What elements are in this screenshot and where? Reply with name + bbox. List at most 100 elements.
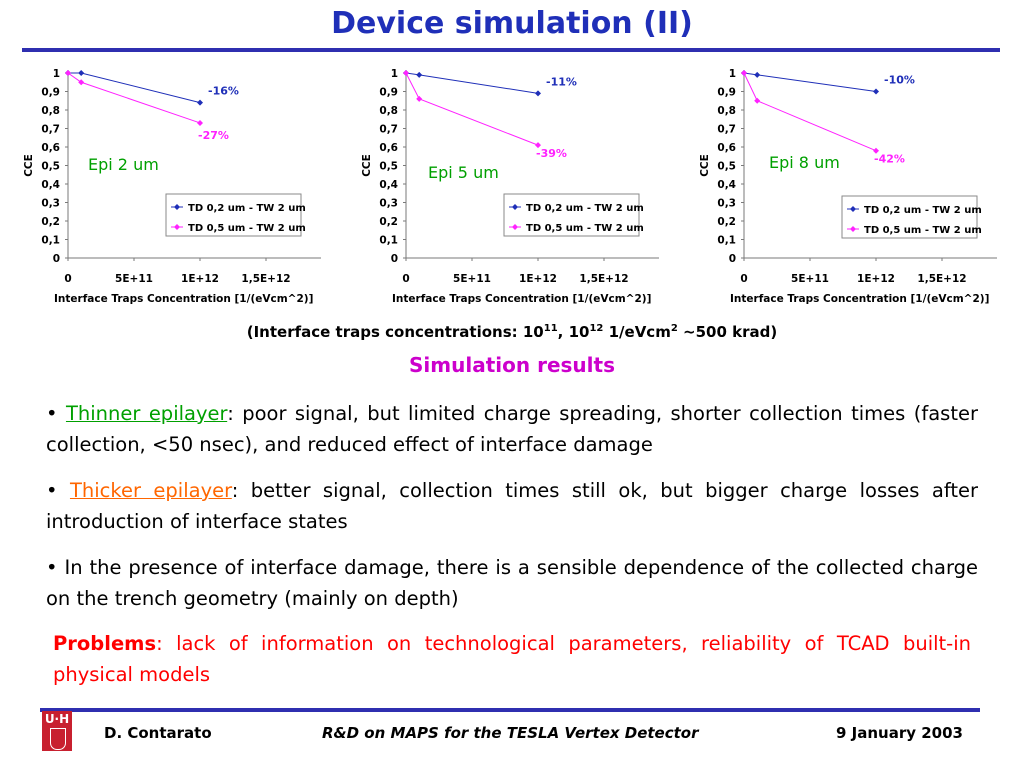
legend-box xyxy=(841,195,978,239)
y-tick-label: 0,9 xyxy=(379,87,398,99)
legend-entry: TD 0,5 um - TW 2 um xyxy=(188,223,306,234)
x-tick-label: 0 xyxy=(64,273,71,285)
legend-entry: TD 0,2 um - TW 2 um xyxy=(526,203,644,214)
x-tick-label: 5E+11 xyxy=(115,273,153,285)
keyword-thinner: Thinner epilayer xyxy=(65,402,228,425)
series-line xyxy=(743,72,877,152)
y-axis-label: CCE xyxy=(699,154,711,177)
y-tick-label: 0 xyxy=(729,253,736,265)
bullet-text: In the presence of interface damage, the… xyxy=(46,556,978,610)
bullet-item: • Thicker epilayer: better signal, colle… xyxy=(46,479,979,533)
problems-label: Problems xyxy=(53,632,157,655)
y-axis-label: CCE xyxy=(361,154,373,177)
legend-swatch-marker xyxy=(174,224,180,230)
y-tick-label: 0,4 xyxy=(41,179,60,191)
epi-annotation: Epi 5 um xyxy=(428,163,499,182)
y-tick-label: 0,5 xyxy=(41,161,60,173)
y-tick-label: 0,6 xyxy=(379,142,398,154)
y-tick-label: 0,8 xyxy=(717,105,736,117)
y-tick-label: 0,7 xyxy=(41,124,60,136)
legend-swatch-marker xyxy=(174,204,180,210)
x-tick-label: 5E+11 xyxy=(453,273,491,285)
data-label: -39% xyxy=(536,147,567,160)
data-point xyxy=(873,88,879,95)
data-point xyxy=(78,70,85,76)
y-tick-label: 0,2 xyxy=(717,216,736,228)
x-tick-label: 5E+11 xyxy=(791,273,829,285)
bullet-text: : better signal, collection times still … xyxy=(46,479,979,533)
y-tick-label: 0,3 xyxy=(41,198,60,210)
university-logo: U·H xyxy=(42,711,72,751)
section-subtitle: Simulation results xyxy=(409,353,615,377)
x-tick-label: 1E+12 xyxy=(519,273,557,285)
y-tick-label: 0,7 xyxy=(717,124,736,136)
x-tick-label: 1,5E+12 xyxy=(579,273,628,285)
data-point xyxy=(535,90,541,97)
series-line xyxy=(405,72,539,146)
data-point xyxy=(416,95,423,102)
y-tick-label: 0,3 xyxy=(379,198,398,210)
data-point xyxy=(78,79,85,86)
data-point xyxy=(754,71,761,78)
series-line xyxy=(743,72,877,92)
legend-box xyxy=(503,193,640,237)
y-tick-label: 0,7 xyxy=(379,124,398,136)
bullet-text: : poor signal, but limited charge spread… xyxy=(46,402,978,456)
x-tick-label: 1E+12 xyxy=(857,273,895,285)
data-point xyxy=(741,70,747,76)
y-axis-label: CCE xyxy=(23,154,35,177)
x-tick-label: 0 xyxy=(402,273,409,285)
y-tick-label: 0,5 xyxy=(379,161,398,173)
logo-text: U·H xyxy=(44,712,70,726)
footer-date: 9 January 2003 xyxy=(836,724,963,742)
y-tick-label: 0,9 xyxy=(717,87,736,99)
y-tick-label: 0,2 xyxy=(379,216,398,228)
x-axis-label: Interface Traps Concentration [1/(eVcm^2… xyxy=(392,293,651,305)
y-tick-label: 0,4 xyxy=(717,179,736,191)
legend-box xyxy=(165,193,302,237)
x-axis-label: Interface Traps Concentration [1/(eVcm^2… xyxy=(54,293,313,305)
data-label: -10% xyxy=(884,74,915,87)
y-tick-label: 0,5 xyxy=(717,161,736,173)
chart-epi-2um: 0 0,1 0,2 0,3 0,4 0,5 0,6 0,7 0,8 0,9 1 0 5E+11 1E+12… xyxy=(18,58,338,317)
data-point xyxy=(754,97,761,104)
legend-entry: TD 0,5 um - TW 2 um xyxy=(526,223,644,234)
data-label: -16% xyxy=(208,85,239,98)
epi-annotation: Epi 8 um xyxy=(769,153,840,172)
y-tick-label: 1 xyxy=(53,68,60,80)
chart-svg: 0 0,1 0,2 0,3 0,4 0,5 0,6 0,7 0,8 0,9 1 0 5E+11 1E+12… xyxy=(361,68,659,305)
legend-swatch-marker xyxy=(512,224,518,230)
y-tick-label: 0,8 xyxy=(379,105,398,117)
data-label: -42% xyxy=(874,153,905,166)
chart-svg: 0 0,1 0,2 0,3 0,4 0,5 0,6 0,7 0,8 0,9 1 0 5E+11 1E+12… xyxy=(699,68,997,305)
legend-entry: TD 0,2 um - TW 2 um xyxy=(864,205,982,216)
data-point xyxy=(873,147,879,154)
data-point xyxy=(416,71,423,78)
data-label: -27% xyxy=(198,129,229,142)
y-tick-label: 0,1 xyxy=(717,235,736,247)
y-tick-label: 1 xyxy=(729,68,736,80)
legend-swatch-marker xyxy=(850,226,856,232)
title-divider xyxy=(22,48,1000,52)
y-tick-label: 0 xyxy=(53,253,60,265)
y-tick-label: 0,1 xyxy=(41,235,60,247)
problems-text: : lack of information on technological p… xyxy=(53,632,971,686)
y-tick-label: 0,6 xyxy=(717,142,736,154)
y-tick-label: 0,4 xyxy=(379,179,398,191)
keyword-thicker: Thicker epilayer xyxy=(69,479,232,502)
chart-epi-8um: 0 0,1 0,2 0,3 0,4 0,5 0,6 0,7 0,8 0,9 1 0 5E+11 1E+12… xyxy=(694,58,1014,317)
series-line xyxy=(68,72,201,104)
data-point xyxy=(197,119,203,126)
slide-title: Device simulation (II) xyxy=(331,6,693,41)
bullet-list: • Thinner epilayer: poor signal, but lim… xyxy=(46,398,978,629)
y-tick-label: 0,8 xyxy=(41,105,60,117)
x-tick-label: 1E+12 xyxy=(181,273,219,285)
data-point xyxy=(197,99,203,106)
legend-swatch-marker xyxy=(850,206,856,212)
logo-shield-icon xyxy=(50,728,66,750)
bullet-item: • In the presence of interface damage, t… xyxy=(46,556,978,610)
data-point xyxy=(403,70,409,76)
chart-caption: (Interface traps concentrations: 1011, 1… xyxy=(246,323,778,341)
x-tick-label: 0 xyxy=(740,273,747,285)
bullet-item: • Thinner epilayer: poor signal, but lim… xyxy=(46,402,978,456)
